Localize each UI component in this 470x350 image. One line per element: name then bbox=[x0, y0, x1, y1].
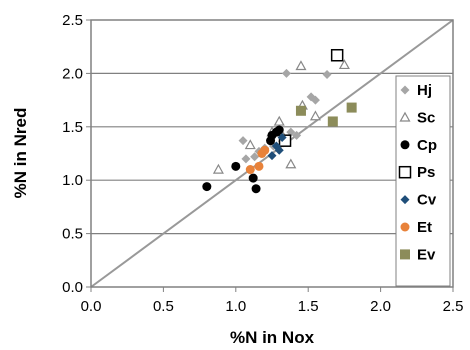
y-tick-label: 2.0 bbox=[62, 65, 83, 82]
point-cp bbox=[202, 182, 212, 192]
series-et bbox=[245, 145, 270, 175]
legend-label-cv: Cv bbox=[417, 192, 437, 209]
series-ps bbox=[278, 48, 344, 147]
legend-label-cp: Cp bbox=[417, 137, 437, 154]
point-ev bbox=[327, 116, 338, 127]
x-axis-title: %N in Nox bbox=[230, 328, 315, 347]
point-hj bbox=[322, 69, 332, 79]
point-sc bbox=[212, 163, 224, 174]
legend-marker-ps bbox=[398, 165, 412, 179]
series-cp bbox=[202, 125, 284, 194]
legend-marker-sc bbox=[399, 111, 411, 122]
point-ev bbox=[346, 102, 357, 113]
point-hj bbox=[310, 95, 320, 105]
point-cp bbox=[251, 184, 261, 194]
data-points bbox=[202, 48, 357, 194]
x-tick-label: 1.5 bbox=[298, 298, 319, 315]
legend-label-hj: Hj bbox=[417, 82, 432, 99]
y-axis-ticks: 0.0 0.5 1.0 1.5 2.0 2.5 bbox=[62, 12, 91, 296]
point-sc bbox=[309, 110, 321, 121]
point-ps bbox=[330, 48, 344, 62]
x-tick-label: 2.5 bbox=[443, 298, 464, 315]
x-tick-label: 1.0 bbox=[225, 298, 246, 315]
legend-marker-ev bbox=[400, 249, 410, 260]
point-sc bbox=[338, 59, 350, 70]
point-sc bbox=[244, 139, 256, 150]
legend-label-et: Et bbox=[417, 219, 432, 236]
x-tick-label: 2.0 bbox=[370, 298, 391, 315]
point-ps bbox=[278, 134, 292, 147]
series-cv bbox=[267, 132, 287, 161]
x-axis-ticks: 0.0 0.5 1.0 1.5 2.0 2.5 bbox=[81, 287, 464, 315]
point-sc bbox=[273, 115, 285, 126]
point-et bbox=[260, 145, 270, 155]
point-ev bbox=[295, 105, 306, 116]
point-hj bbox=[292, 130, 302, 140]
point-cp bbox=[274, 125, 284, 135]
legend-marker-et bbox=[400, 222, 410, 232]
y-tick-label: 0.5 bbox=[62, 226, 83, 243]
y-tick-label: 1.0 bbox=[62, 172, 83, 189]
point-hj bbox=[241, 154, 251, 164]
point-cp bbox=[248, 173, 258, 183]
x-tick-label: 0.0 bbox=[81, 298, 102, 315]
y-tick-label: 2.5 bbox=[62, 12, 83, 29]
point-hj bbox=[250, 152, 260, 162]
y-tick-label: 0.0 bbox=[62, 279, 83, 296]
point-cv bbox=[274, 145, 284, 155]
x-tick-label: 0.5 bbox=[153, 298, 174, 315]
legend: Hj Sc Cp Ps Cv Et Ev bbox=[395, 75, 451, 287]
point-cv bbox=[267, 151, 277, 161]
legend-label-sc: Sc bbox=[417, 109, 435, 126]
legend-label-ps: Ps bbox=[417, 164, 435, 181]
plot-area-border bbox=[90, 19, 454, 288]
legend-marker-cp bbox=[400, 140, 410, 150]
point-hj bbox=[238, 136, 248, 146]
y-tick-label: 1.5 bbox=[62, 119, 83, 136]
legend-marker-cv bbox=[400, 195, 410, 205]
point-hj bbox=[281, 68, 291, 78]
point-et bbox=[254, 161, 264, 171]
legend-marker-hj bbox=[400, 85, 410, 95]
point-et bbox=[245, 165, 255, 175]
point-cv bbox=[277, 132, 287, 142]
y-axis-title: %N in Nred bbox=[11, 108, 30, 199]
point-cp bbox=[231, 161, 241, 171]
point-cp bbox=[266, 136, 276, 146]
legend-label-ev: Ev bbox=[417, 246, 436, 263]
series-ev bbox=[295, 102, 357, 127]
point-sc bbox=[285, 158, 297, 169]
point-sc bbox=[295, 60, 307, 71]
